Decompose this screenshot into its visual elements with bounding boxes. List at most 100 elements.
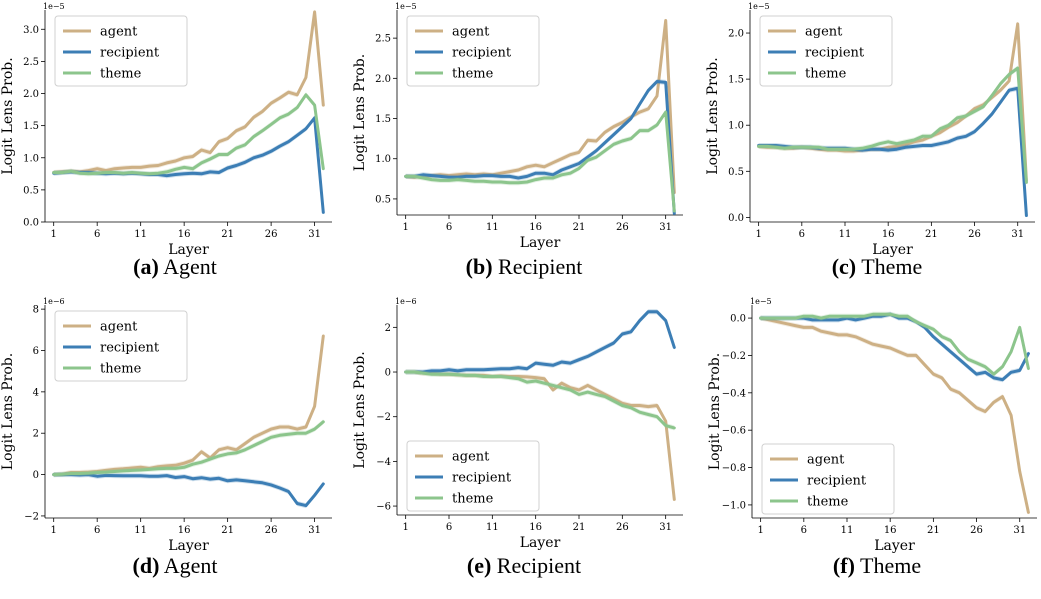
x-tick-label: 1: [51, 229, 57, 240]
subfigure-caption: (c) Theme: [832, 254, 923, 280]
x-tick-label: 26: [265, 525, 278, 536]
x-axis-label: Layer: [874, 538, 915, 554]
y-tick-label: 0.5: [375, 194, 391, 205]
series-line-theme: [757, 66, 1028, 184]
x-tick-label: 6: [94, 525, 100, 536]
series-line-theme: [52, 93, 325, 176]
x-tick-label: 1: [402, 522, 408, 533]
axis-scale-label: 1e−5: [750, 297, 772, 306]
y-tick-label: 2.0: [23, 89, 39, 100]
series-line-theme: [404, 370, 676, 430]
y-tick-label: 0: [33, 470, 39, 481]
subfigure-caption: (b) Recipient: [466, 254, 583, 280]
y-tick-label: 0.0: [730, 314, 746, 325]
legend: agent recipient theme: [54, 310, 188, 382]
series-band-theme: [53, 92, 324, 177]
y-axis-label: Logit Lens Prob.: [705, 57, 721, 174]
x-tick-label: 31: [308, 229, 321, 240]
legend-label-recipient: recipient: [100, 341, 160, 356]
y-tick-label: 2: [33, 429, 39, 440]
legend-box: [54, 15, 188, 87]
y-tick-label: 0.0: [728, 213, 744, 224]
x-tick-label: 31: [1013, 525, 1026, 536]
series-line-recipient: [404, 310, 676, 374]
y-tick-label: 1.5: [728, 75, 744, 86]
series-band-recipient: [405, 309, 675, 375]
x-axis-label: Layer: [168, 538, 209, 554]
x-tick-label: 6: [446, 522, 452, 533]
caption-text: Theme: [854, 553, 922, 578]
x-tick-label: 11: [134, 525, 147, 536]
caption-text: Agent: [158, 254, 217, 279]
legend: agent recipient theme: [54, 15, 188, 87]
caption-text: Agent: [159, 553, 218, 578]
series-band-recipient: [758, 85, 1027, 218]
x-tick-label: 11: [134, 229, 147, 240]
legend: agent recipient theme: [406, 440, 540, 512]
y-tick-label: −0.2: [722, 351, 746, 362]
y-tick-label: 2.0: [375, 74, 391, 85]
x-tick-label: 1: [51, 525, 57, 536]
legend-box: [54, 310, 188, 382]
y-tick-label: −0.8: [722, 463, 746, 474]
axis-scale-label: 1e−6: [395, 297, 417, 306]
subfigure-caption: (e) Recipient: [467, 553, 581, 579]
subfigure-caption: (f) Theme: [833, 553, 921, 579]
legend-label-agent: agent: [100, 25, 138, 40]
x-tick-label: 31: [659, 522, 672, 533]
x-tick-label: 16: [882, 229, 895, 240]
x-tick-label: 6: [801, 525, 807, 536]
x-axis-label: Layer: [520, 235, 561, 251]
x-tick-label: 6: [799, 229, 805, 240]
series-line-recipient: [404, 80, 676, 215]
y-tick-label: 1.0: [375, 154, 391, 165]
y-tick-label: 3.0: [23, 25, 39, 36]
caption-letter: (e): [466, 553, 492, 578]
y-tick-label: −4: [376, 457, 391, 468]
legend-box: [406, 440, 540, 512]
x-tick-label: 16: [529, 222, 542, 233]
legend-box: [761, 443, 895, 515]
series-band-agent: [405, 18, 675, 195]
legend-label-theme: theme: [452, 67, 494, 82]
series-line-theme: [759, 312, 1030, 376]
x-tick-label: 31: [308, 525, 321, 536]
x-tick-label: 11: [486, 522, 499, 533]
legend-label-agent: agent: [100, 320, 138, 335]
legend-label-recipient: recipient: [805, 46, 865, 61]
caption-text: Recipient: [492, 254, 583, 279]
x-tick-label: 16: [178, 229, 191, 240]
legend-label-theme: theme: [807, 495, 849, 510]
y-tick-label: −0.6: [722, 426, 746, 437]
series-band-recipient: [53, 115, 324, 215]
series-line-recipient: [52, 116, 325, 214]
y-tick-label: 1.0: [728, 121, 744, 132]
y-tick-label: 0.5: [728, 167, 744, 178]
legend-label-recipient: recipient: [100, 46, 160, 61]
y-tick-label: −2: [376, 412, 391, 423]
y-tick-label: 6: [33, 346, 39, 357]
legend-label-agent: agent: [452, 25, 490, 40]
y-tick-label: 2.0: [728, 29, 744, 40]
y-axis-label: Logit Lens Prob.: [352, 351, 368, 468]
series-line-theme: [404, 110, 676, 213]
legend-label-recipient: recipient: [452, 471, 512, 486]
y-tick-label: 2: [385, 323, 391, 334]
x-tick-label: 16: [529, 522, 542, 533]
y-tick-label: 2.5: [375, 34, 391, 45]
x-tick-label: 26: [968, 229, 981, 240]
series-line-agent: [759, 316, 1030, 514]
x-tick-label: 1: [402, 222, 408, 233]
y-tick-label: 4: [33, 387, 39, 398]
axis-scale-label: 1e−6: [43, 297, 65, 306]
x-tick-label: 1: [755, 229, 761, 240]
legend-label-agent: agent: [805, 25, 843, 40]
x-tick-label: 11: [486, 222, 499, 233]
caption-text: Theme: [856, 254, 923, 279]
x-tick-label: 6: [446, 222, 452, 233]
x-tick-label: 16: [884, 525, 897, 536]
axis-scale-label: 1e−5: [395, 2, 417, 11]
legend-label-theme: theme: [100, 362, 142, 377]
x-tick-label: 21: [573, 522, 586, 533]
